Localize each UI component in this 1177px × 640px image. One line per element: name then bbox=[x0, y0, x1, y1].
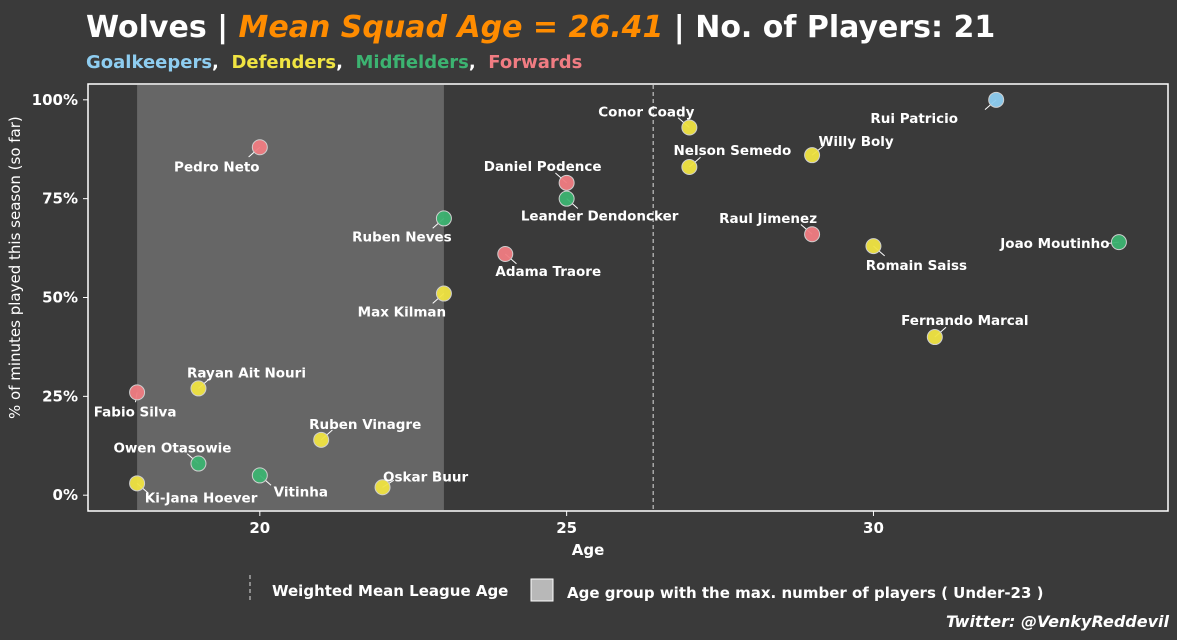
twitter-credit: Twitter: @VenkyReddevil bbox=[945, 612, 1169, 631]
player-label: Daniel Podence bbox=[484, 159, 602, 175]
player-point: Ruben Neves bbox=[352, 210, 452, 245]
player-point: Daniel Podence bbox=[484, 159, 602, 191]
player-point: Rui Patricio bbox=[870, 91, 1005, 127]
player-marker bbox=[251, 139, 268, 156]
player-point: Romain Saiss bbox=[865, 238, 967, 274]
player-label: Willy Boly bbox=[818, 134, 893, 150]
player-label: Ruben Neves bbox=[352, 229, 452, 245]
legend-band-swatch bbox=[530, 578, 554, 602]
bottom-legend: Weighted Mean League Age Age group with … bbox=[249, 575, 1044, 603]
player-point: Fernando Marcal bbox=[901, 313, 1029, 346]
player-marker bbox=[926, 329, 943, 346]
player-point: Leander Dendoncker bbox=[521, 190, 679, 225]
player-label: Rayan Ait Nouri bbox=[187, 365, 306, 381]
player-label: Romain Saiss bbox=[866, 258, 967, 274]
x-tick-label: 25 bbox=[556, 519, 577, 537]
player-label: Max Kilman bbox=[358, 305, 446, 321]
player-marker bbox=[988, 91, 1005, 108]
player-marker bbox=[190, 380, 207, 397]
player-point: Max Kilman bbox=[358, 285, 452, 321]
player-marker bbox=[865, 238, 882, 255]
player-point: Conor Coady bbox=[598, 104, 698, 136]
player-label: Pedro Neto bbox=[174, 159, 260, 175]
player-point: Willy Boly bbox=[804, 134, 894, 164]
player-marker bbox=[804, 147, 821, 164]
player-marker bbox=[129, 384, 146, 401]
player-marker bbox=[190, 455, 207, 472]
player-label: Raul Jimenez bbox=[719, 211, 817, 227]
player-marker bbox=[374, 479, 391, 496]
player-label: Oskar Buur bbox=[383, 469, 468, 485]
player-point: Pedro Neto bbox=[174, 139, 268, 175]
y-tick-label: 100% bbox=[32, 91, 78, 109]
player-marker bbox=[435, 210, 452, 227]
legend-forwards: Forwards bbox=[488, 52, 583, 73]
player-marker bbox=[681, 119, 698, 136]
player-marker bbox=[313, 431, 330, 448]
chart-title: Wolves | Mean Squad Age = 26.41 | No. of… bbox=[86, 10, 995, 45]
player-label: Leander Dendoncker bbox=[521, 209, 679, 225]
player-point: Raul Jimenez bbox=[719, 211, 821, 243]
player-label: Nelson Semedo bbox=[673, 143, 791, 159]
legend-separator: , bbox=[336, 52, 343, 73]
player-label: Joao Moutinho bbox=[999, 236, 1109, 252]
player-point: Joao Moutinho bbox=[999, 234, 1127, 252]
player-point: Ruben Vinagre bbox=[309, 417, 421, 448]
title-sep-1: | bbox=[206, 10, 239, 45]
player-point: Adama Traore bbox=[495, 246, 601, 280]
player-marker bbox=[497, 246, 514, 263]
player-label: Rui Patricio bbox=[870, 111, 958, 127]
x-axis-label: Age bbox=[572, 541, 605, 559]
player-point: Vitinha bbox=[251, 467, 328, 500]
player-marker bbox=[558, 190, 575, 207]
player-label: Ruben Vinagre bbox=[309, 417, 421, 433]
y-axis-label: % of minutes played this season (so far) bbox=[6, 116, 24, 419]
y-tick-label: 0% bbox=[53, 486, 78, 504]
under-23-band bbox=[137, 85, 444, 510]
player-label: Owen Otasowie bbox=[113, 441, 231, 457]
player-label: Fabio Silva bbox=[94, 404, 177, 420]
title-player-count: No. of Players: 21 bbox=[695, 10, 996, 45]
player-marker bbox=[1110, 234, 1127, 251]
player-point: Oskar Buur bbox=[374, 469, 468, 496]
x-tick-label: 20 bbox=[249, 519, 270, 537]
player-label: Vitinha bbox=[274, 484, 328, 500]
y-tick-label: 25% bbox=[42, 387, 78, 405]
legend-goalkeepers: Goalkeepers bbox=[86, 52, 213, 73]
player-point: Rayan Ait Nouri bbox=[187, 365, 306, 397]
position-legend: Goalkeepers, Defenders, Midfielders, For… bbox=[86, 52, 582, 73]
y-tick-label: 50% bbox=[42, 289, 78, 307]
legend-midfielders: Midfielders bbox=[355, 52, 469, 73]
legend-band-label: Age group with the max. number of player… bbox=[567, 584, 1044, 602]
player-label: Ki-Jana Hoever bbox=[145, 490, 258, 506]
title-team: Wolves bbox=[86, 10, 207, 45]
player-label: Adama Traore bbox=[495, 264, 601, 280]
y-tick-label: 75% bbox=[42, 190, 78, 208]
player-point: Ki-Jana Hoever bbox=[129, 475, 258, 506]
player-marker bbox=[129, 475, 146, 492]
player-point: Fabio Silva bbox=[94, 384, 177, 420]
legend-separator: , bbox=[212, 52, 219, 73]
title-sep-2: | bbox=[663, 10, 696, 45]
legend-defenders: Defenders bbox=[231, 52, 337, 73]
legend-separator: , bbox=[468, 52, 476, 73]
player-marker bbox=[558, 174, 575, 191]
player-point: Nelson Semedo bbox=[673, 143, 791, 176]
player-point: Owen Otasowie bbox=[113, 441, 231, 472]
legend-mean-line-label: Weighted Mean League Age bbox=[272, 582, 508, 600]
player-marker bbox=[804, 226, 821, 243]
player-marker bbox=[435, 285, 452, 302]
title-mean-age: Mean Squad Age = 26.41 bbox=[238, 10, 664, 45]
player-marker bbox=[681, 159, 698, 176]
player-marker bbox=[251, 467, 268, 484]
player-label: Fernando Marcal bbox=[901, 313, 1028, 329]
x-tick-label: 30 bbox=[863, 519, 884, 537]
player-label: Conor Coady bbox=[598, 104, 694, 120]
